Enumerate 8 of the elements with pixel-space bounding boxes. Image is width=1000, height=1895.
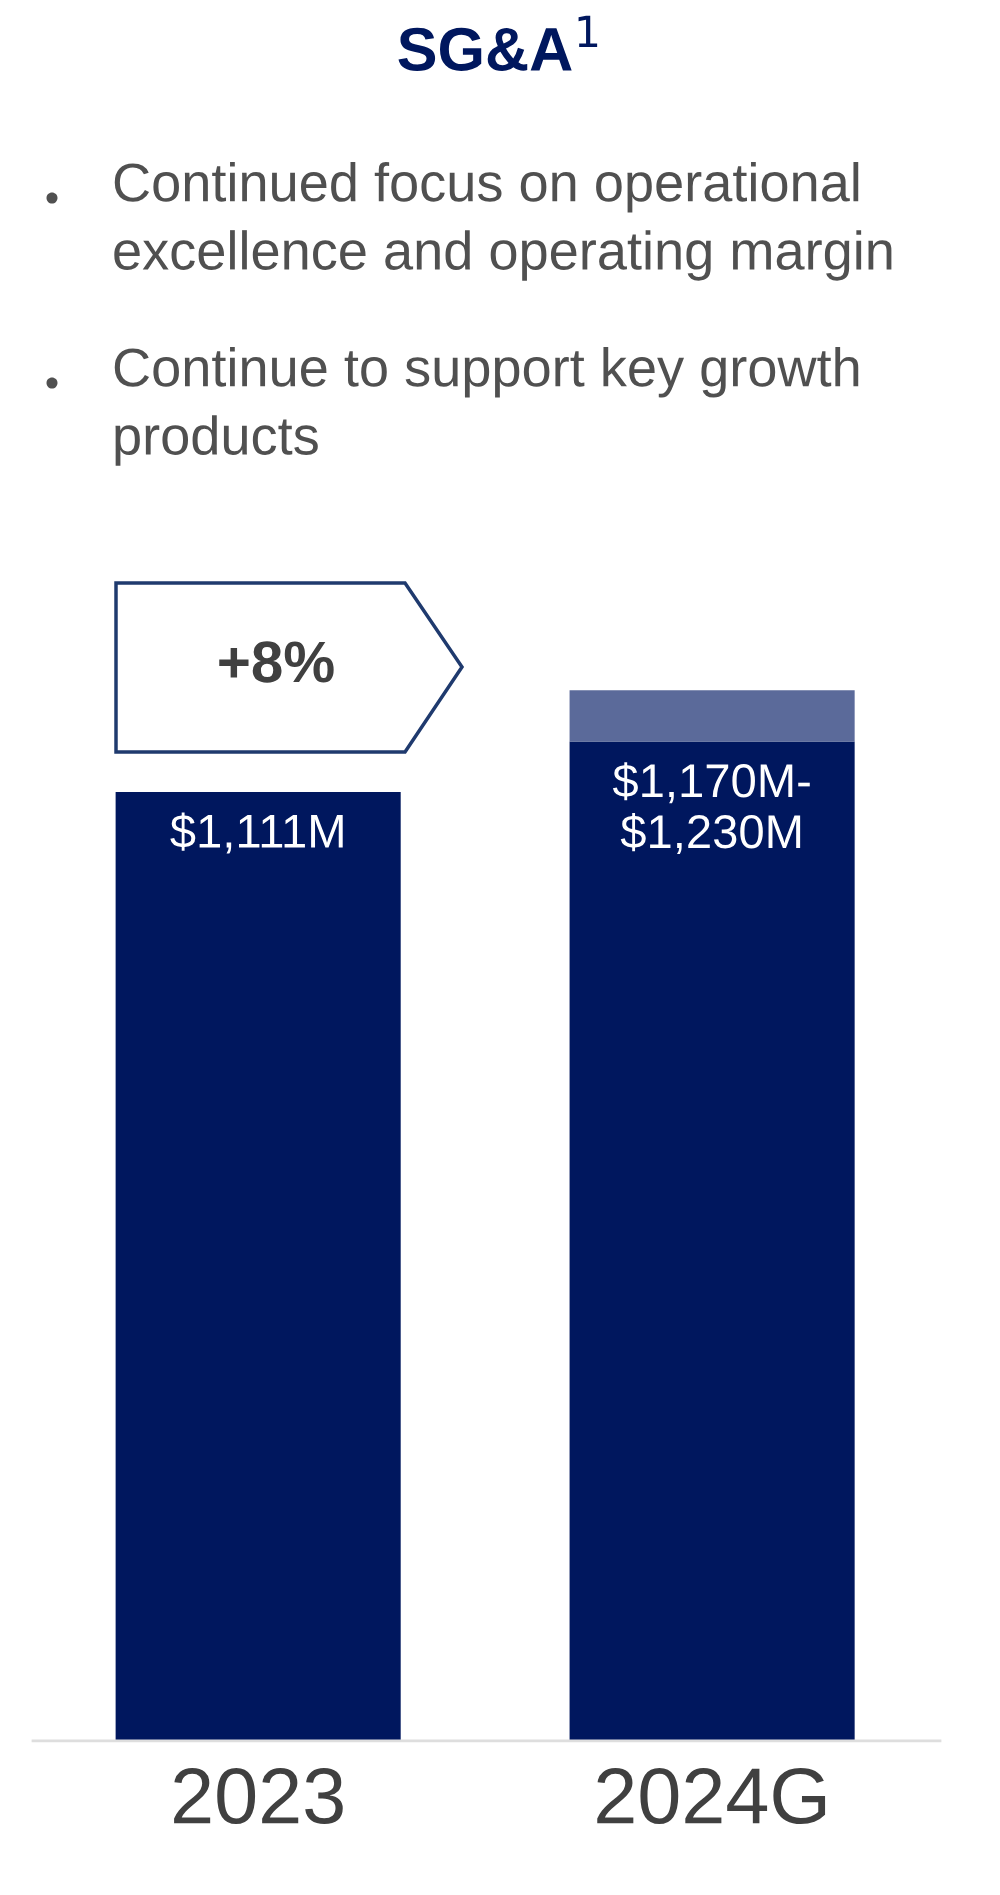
annotation: $1,170M- $1,230M: [612, 762, 810, 854]
text: Continued focus on operational excellence and operating margin: [114, 162, 892, 281]
chart-title: SG&A$^{1}$: [398, 15, 598, 71]
x-tick-label: 2024G: [597, 1768, 826, 1825]
x-tick-label: 2023: [174, 1768, 343, 1825]
text: +8%: [219, 641, 334, 683]
text: Continue to support key growth products: [114, 347, 859, 466]
data-label: $1,111M: [170, 812, 343, 854]
